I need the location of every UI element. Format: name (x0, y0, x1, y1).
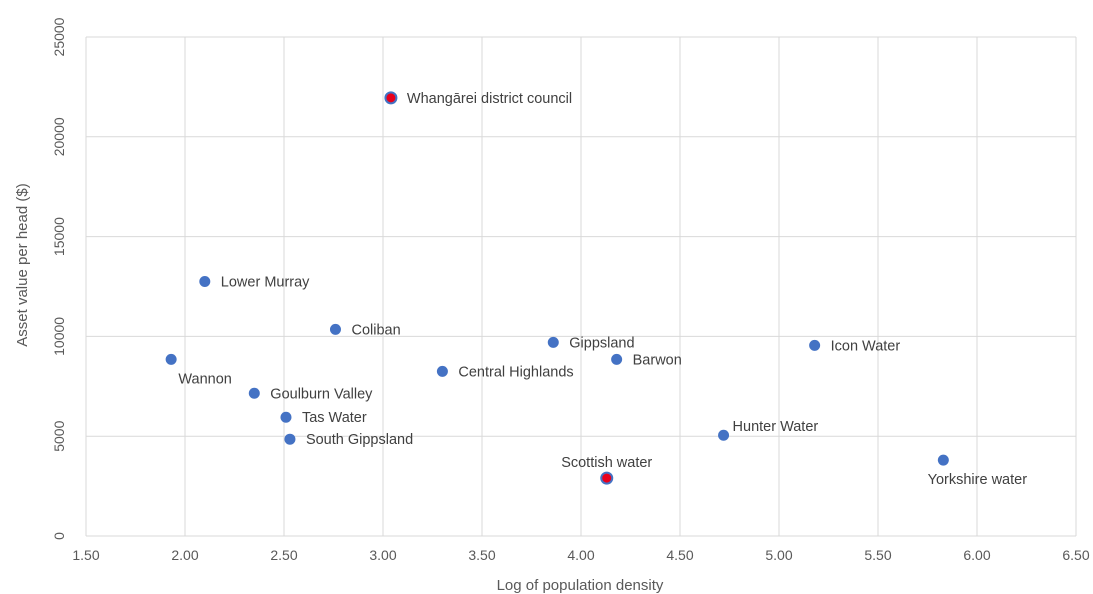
data-point-highlight (384, 91, 398, 105)
x-tick-label: 2.00 (171, 547, 198, 563)
x-tick-label: 4.50 (666, 547, 693, 563)
x-tick-label: 2.50 (270, 547, 297, 563)
y-tick-label: 15000 (51, 217, 67, 256)
data-label: Wannon (178, 371, 231, 387)
data-label: Hunter Water (733, 419, 819, 435)
data-point (718, 429, 730, 441)
data-point (165, 353, 177, 365)
data-label: Icon Water (831, 338, 901, 354)
x-tick-label: 6.50 (1062, 547, 1089, 563)
y-axis-ticks: 0 5000 10000 15000 20000 25000 (51, 17, 67, 540)
x-tick-label: 6.00 (963, 547, 990, 563)
data-label: Barwon (633, 352, 682, 368)
x-axis-ticks: 1.50 2.00 2.50 3.00 3.50 4.00 4.50 5.00 5.50 6.00… (72, 547, 1089, 563)
x-tick-label: 5.00 (765, 547, 792, 563)
y-tick-label: 5000 (51, 420, 67, 451)
data-point (199, 276, 211, 288)
data-label: Whangārei district council (407, 91, 572, 107)
x-tick-label: 1.50 (72, 547, 99, 563)
data-labels: Whangārei district council Lower Murray Co… (178, 91, 1027, 488)
y-tick-label: 20000 (51, 117, 67, 156)
y-tick-label: 25000 (51, 17, 67, 56)
data-label: Coliban (351, 322, 400, 338)
x-tick-label: 3.50 (468, 547, 495, 563)
x-axis-title: Log of population density (497, 577, 664, 594)
x-tick-label: 3.00 (369, 547, 396, 563)
data-point (937, 454, 949, 466)
data-point-highlight (600, 471, 614, 485)
data-label: Tas Water (302, 410, 367, 426)
data-label: Lower Murray (221, 275, 310, 291)
data-label: Yorkshire water (928, 472, 1028, 488)
x-tick-label: 5.50 (864, 547, 891, 563)
gridlines (85, 36, 1077, 537)
data-label: Goulburn Valley (270, 386, 373, 402)
data-point (436, 365, 448, 377)
y-tick-label: 10000 (51, 317, 67, 356)
y-tick-label: 0 (51, 532, 67, 540)
data-label: Central Highlands (458, 364, 573, 380)
data-point (809, 339, 821, 351)
data-point (611, 353, 623, 365)
x-tick-label: 4.00 (567, 547, 594, 563)
y-axis-title: Asset value per head ($) (14, 183, 31, 346)
data-label: Scottish water (561, 455, 652, 471)
data-points (165, 91, 949, 485)
data-point (547, 336, 559, 348)
data-point (248, 387, 260, 399)
data-label: South Gippsland (306, 432, 413, 448)
data-point (280, 411, 292, 423)
data-point (284, 433, 296, 445)
data-point (329, 323, 341, 335)
data-label: Gippsland (569, 335, 634, 351)
